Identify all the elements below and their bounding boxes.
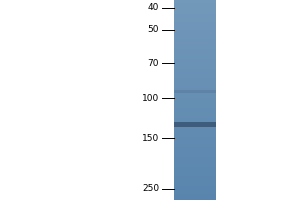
Text: 150: 150 <box>142 134 159 143</box>
Text: 50: 50 <box>148 25 159 34</box>
Text: 40: 40 <box>148 3 159 12</box>
Text: 250: 250 <box>142 184 159 193</box>
Text: 100: 100 <box>142 94 159 103</box>
Text: 70: 70 <box>148 59 159 68</box>
Bar <box>174 122 216 127</box>
Bar <box>174 90 216 93</box>
